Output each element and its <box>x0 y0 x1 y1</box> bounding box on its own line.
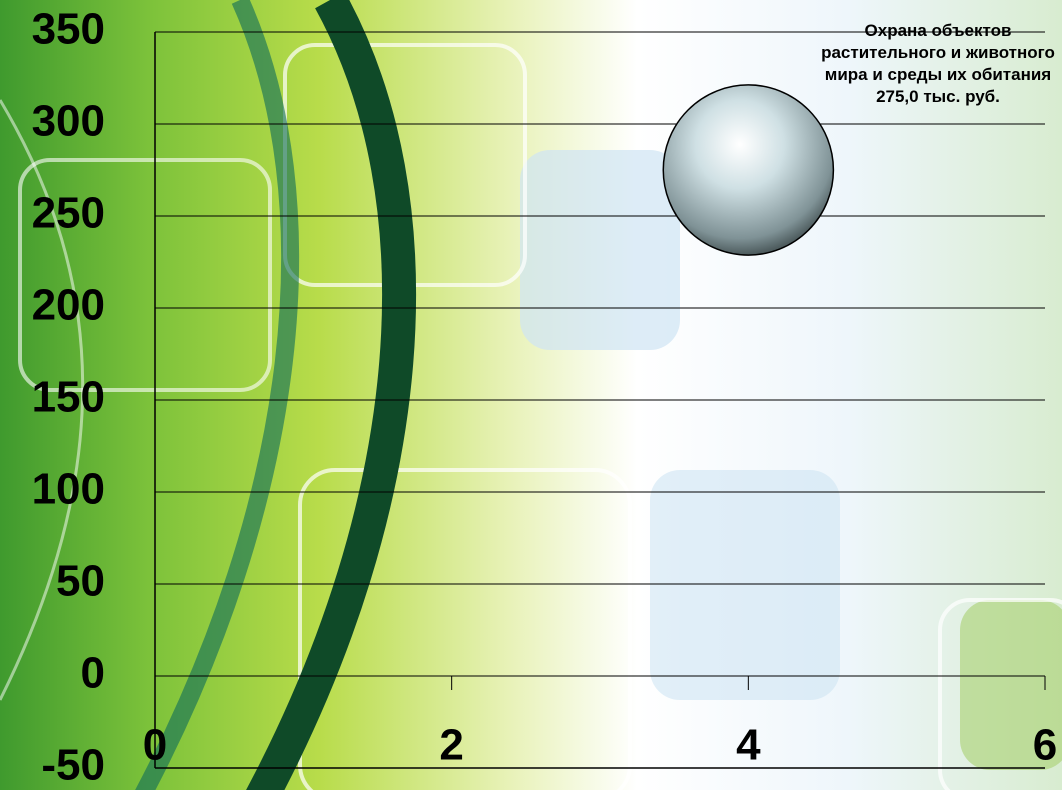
y-tick-label: -50 <box>41 741 105 790</box>
x-tick-label: 6 <box>1033 721 1057 770</box>
y-tick-label: 100 <box>32 465 105 514</box>
bubble <box>662 84 835 256</box>
x-tick-label: 4 <box>736 721 761 770</box>
y-tick-label: 350 <box>32 5 105 54</box>
data-label: Охрана объектов растительного и животног… <box>818 20 1058 108</box>
y-tick-label: 50 <box>56 557 105 606</box>
x-tick-label: 2 <box>439 721 463 770</box>
y-tick-label: 200 <box>32 281 105 330</box>
y-tick-label: 300 <box>32 97 105 146</box>
y-tick-label: 0 <box>81 649 105 698</box>
y-tick-label: 250 <box>32 189 105 238</box>
value-label: 275,0 тыс. руб. <box>876 87 1000 106</box>
x-tick-label: 0 <box>143 721 167 770</box>
y-tick-label: 150 <box>32 373 105 422</box>
series-name: Охрана объектов растительного и животног… <box>821 21 1055 84</box>
